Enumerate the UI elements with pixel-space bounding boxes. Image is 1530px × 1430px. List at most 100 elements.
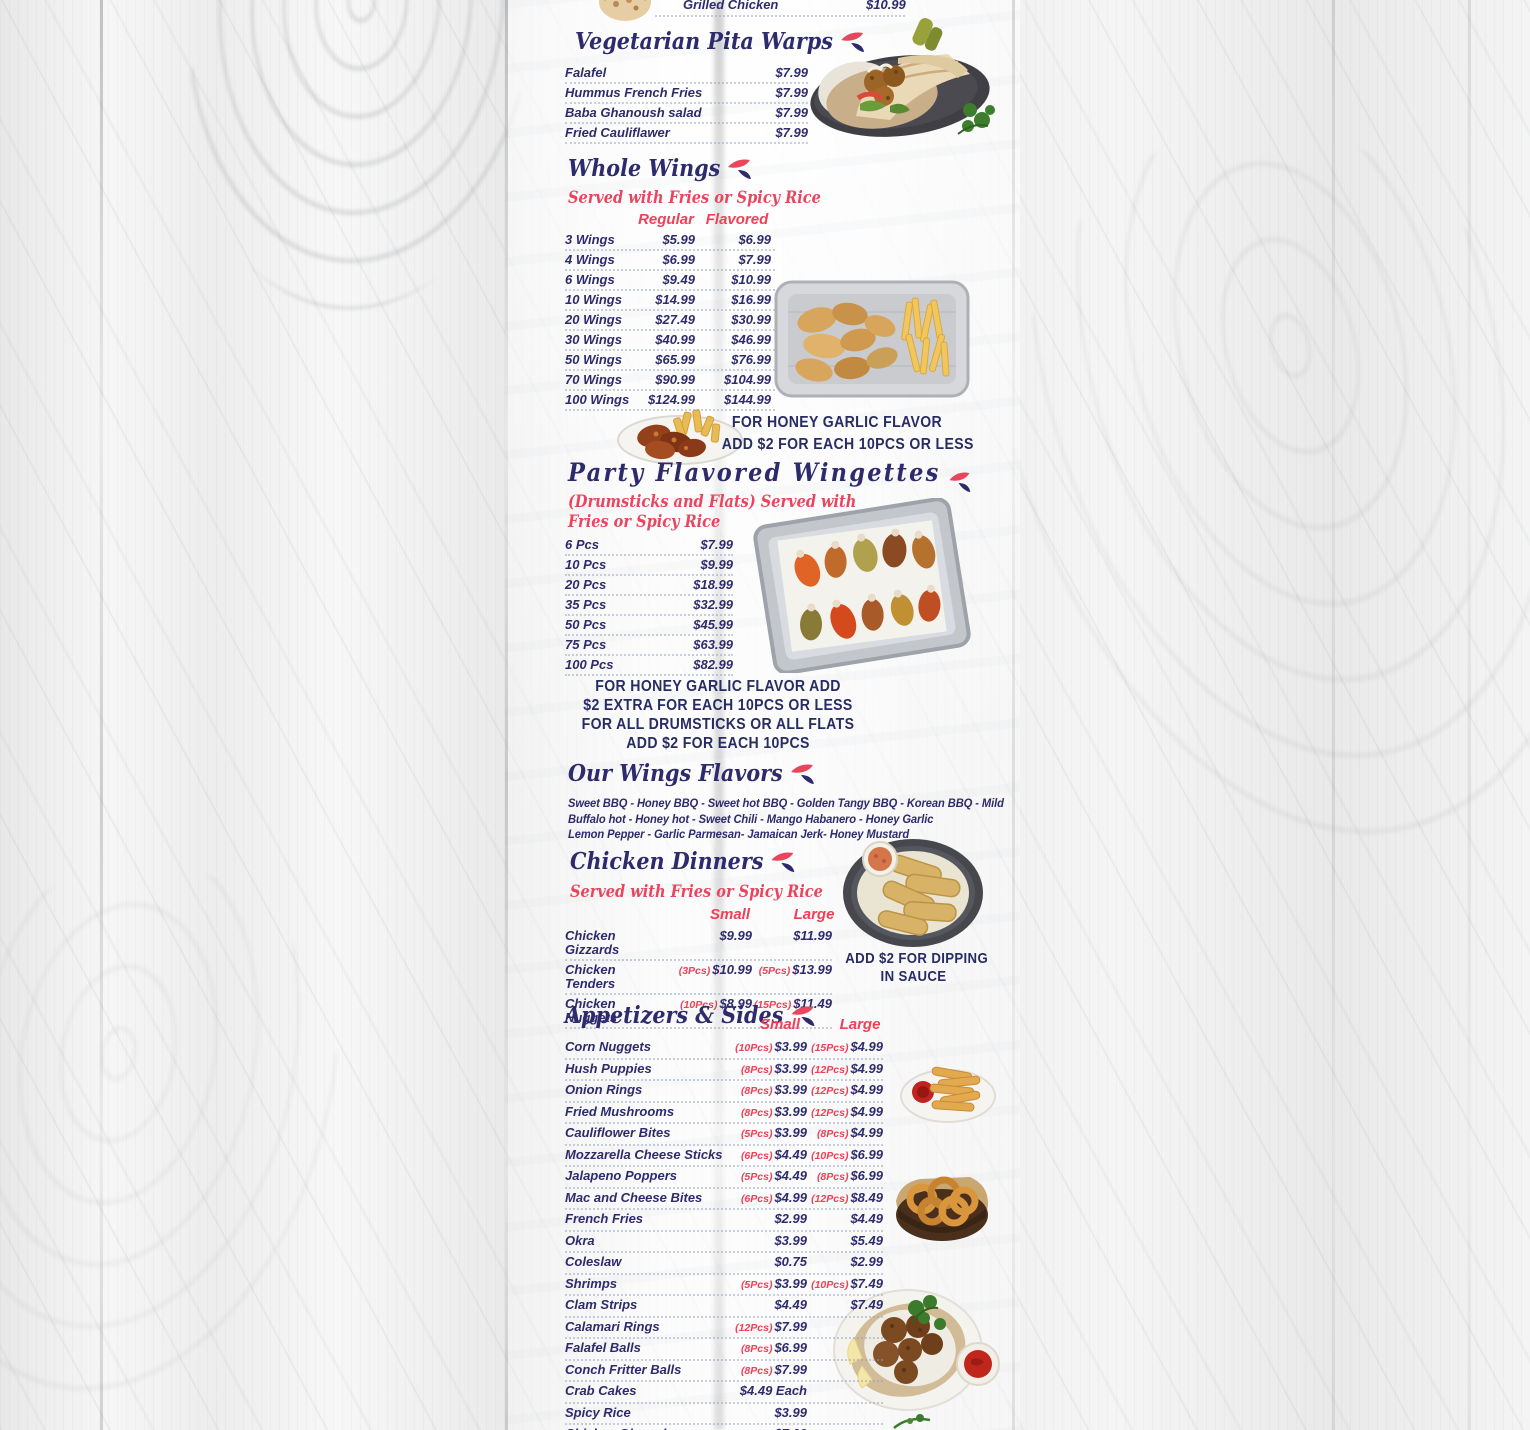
menu-row: 20 Pcs $18.99	[565, 576, 733, 596]
regular-price: $65.99	[655, 352, 695, 367]
flavored-price: $144.99	[724, 392, 771, 407]
column-header-small: Small	[709, 906, 751, 923]
menu-row: Chicken Tenders (3Pcs) $10.99 (5Pcs) $13.99	[565, 961, 832, 995]
large-price-cell	[807, 1406, 883, 1422]
item-name: 20 Wings	[565, 312, 622, 327]
item-name: 50 Pcs	[565, 617, 607, 632]
large-price-cell	[807, 1341, 883, 1357]
item-name: Corn Nuggets	[565, 1039, 651, 1054]
menu-row: Spicy Rice $3.99	[565, 1404, 883, 1425]
small-price: $4.49 Each	[739, 1383, 807, 1398]
wing-drop-icon	[949, 471, 971, 492]
large-pcs: (8Pcs)	[816, 1128, 849, 1140]
flavored-price: $10.99	[731, 272, 771, 287]
item-price: $45.99	[693, 617, 733, 632]
large-price: $4.99	[850, 1039, 883, 1054]
chicken-dinners-table: Chicken Gizzards $9.99 $11.99 Chicken Tend…	[565, 927, 832, 1029]
honey-garlic-wings-plate-photo	[617, 409, 743, 465]
small-pcs: (12Pcs)	[735, 1321, 773, 1334]
item-name: Conch Fritter Balls	[565, 1361, 682, 1377]
menu-row: Cauliflower Bites (5Pcs) $3.99 (8Pcs) $4.99	[565, 1124, 883, 1146]
flavored-wingettes-tray-photo	[753, 498, 971, 673]
menu-row: Hush Puppies (8Pcs) $3.99 (12Pcs) $4.99	[565, 1060, 883, 1081]
large-pcs: (12Pcs)	[811, 1106, 849, 1119]
flavored-price: $104.99	[724, 372, 771, 387]
small-pcs: (3Pcs)	[678, 965, 711, 977]
honey-garlic-note: FOR HONEY GARLIC FLAVOR ADD $2 FOR EACH …	[722, 412, 974, 456]
item-name: Chicken Gizzards	[565, 1427, 727, 1430]
item-price: $9.99	[700, 557, 733, 572]
large-price-cell: $11.99	[752, 929, 832, 957]
large-price-cell	[807, 1363, 883, 1379]
menu-row: Fried Mushrooms (8Pcs) $3.99 (12Pcs) $4.99	[565, 1103, 883, 1124]
item-price: $63.99	[693, 637, 733, 652]
section-title: Whole Wings	[568, 155, 721, 182]
section-subtitle: Served with Fries or Spicy Rice	[570, 882, 823, 901]
large-price: $5.49	[850, 1232, 883, 1248]
large-price: $4.99	[850, 1103, 883, 1119]
item-name: Spicy Rice	[565, 1404, 631, 1420]
menu-row: Chicken Gizzards $7.99	[565, 1425, 883, 1430]
wings-row: 3 Wings $5.99 $6.99	[565, 231, 775, 251]
large-price-cell: $2.99	[807, 1255, 883, 1271]
menu-row: French Fries $2.99 $4.49	[565, 1210, 883, 1232]
large-price-cell: (8Pcs) $6.99	[807, 1169, 883, 1185]
appetizers-table: Corn Nuggets (10Pcs) $3.99 (15Pcs) $4.99 Hus…	[565, 1038, 883, 1430]
wings-row: 100 Wings $124.99 $144.99	[565, 391, 775, 411]
item-name: Okra	[565, 1232, 595, 1248]
large-price-cell: (15Pcs) $4.99	[807, 1040, 883, 1056]
regular-price: $5.99	[662, 232, 695, 247]
small-price-cell: (10Pcs) $8.99	[664, 997, 752, 1025]
menu-item-price: $10.99	[866, 0, 906, 12]
section-subtitle: (Drumsticks and Flats) Served with	[568, 492, 857, 511]
large-price: $13.99	[792, 962, 832, 977]
menu-row: 6 Pcs $7.99	[565, 536, 733, 556]
large-pcs: (8Pcs)	[816, 1171, 849, 1183]
large-pcs	[881, 1408, 883, 1420]
pita-items-list: Falafel $7.99 Hummus French Fries $7.99 Ba…	[565, 64, 808, 144]
small-pcs: (8Pcs)	[740, 1364, 773, 1377]
chicken-tenders-pan-photo	[843, 839, 983, 947]
large-pcs: (10Pcs)	[811, 1278, 849, 1291]
menu-row: Falafel Balls (8Pcs) $6.99	[565, 1339, 883, 1361]
item-price: $18.99	[693, 577, 733, 592]
item-name: 100 Wings	[565, 392, 630, 407]
section-title: Party Flavored Wingettes	[568, 458, 941, 487]
small-price-cell: $2.99	[727, 1212, 807, 1228]
small-price: $9.99	[719, 928, 752, 943]
small-price-cell: (3Pcs) $10.99	[664, 963, 752, 991]
flavor-line: Buffalo hot - Honey hot - Sweet Chili - …	[568, 811, 934, 826]
item-name: Fried Cauliflawer	[565, 125, 670, 140]
large-price: $6.99	[850, 1146, 883, 1162]
menu-row: Crab Cakes $4.49 Each	[565, 1382, 883, 1404]
small-price-cell: (8Pcs) $7.99	[727, 1362, 807, 1379]
menu-row: 10 Pcs $9.99	[565, 556, 733, 576]
large-pcs: (15Pcs)	[811, 1042, 849, 1054]
flavored-price: $6.99	[738, 232, 771, 247]
large-price: $2.99	[850, 1254, 883, 1269]
item-name: Jalapeno Poppers	[565, 1168, 677, 1183]
small-pcs: (8Pcs)	[740, 1106, 773, 1119]
small-price-cell: (10Pcs) $3.99	[727, 1040, 807, 1056]
note-line: $2 EXTRA FOR EACH 10PCS OR LESS	[583, 697, 853, 714]
item-name: 35 Pcs	[565, 597, 607, 612]
column-header-regular: Regular	[638, 211, 694, 228]
small-pcs: (8Pcs)	[740, 1063, 773, 1076]
regular-price: $9.49	[662, 272, 695, 287]
wings-row: 6 Wings $9.49 $10.99	[565, 271, 775, 291]
large-price-cell: (10Pcs) $6.99	[807, 1146, 883, 1164]
column-header-flavored: Flavored	[705, 211, 769, 228]
small-pcs: (5Pcs)	[740, 1278, 773, 1291]
regular-price: $27.49	[655, 312, 695, 327]
item-price: $7.99	[775, 85, 808, 100]
menu-row: Jalapeno Poppers (5Pcs) $4.49 (8Pcs) $6.99	[565, 1167, 883, 1189]
menu-row: Chicken Nuggets (10Pcs) $8.99 (15Pcs) $11.49	[565, 995, 832, 1029]
item-name: 6 Wings	[565, 272, 615, 287]
mozzarella-sticks-plate-photo	[900, 1066, 996, 1123]
small-pcs: (10Pcs)	[680, 999, 718, 1011]
item-price: $82.99	[693, 657, 733, 672]
wing-drop-icon	[771, 851, 795, 872]
small-price-cell: (12Pcs) $7.99	[727, 1319, 807, 1336]
small-price-cell: (8Pcs) $3.99	[727, 1061, 807, 1078]
